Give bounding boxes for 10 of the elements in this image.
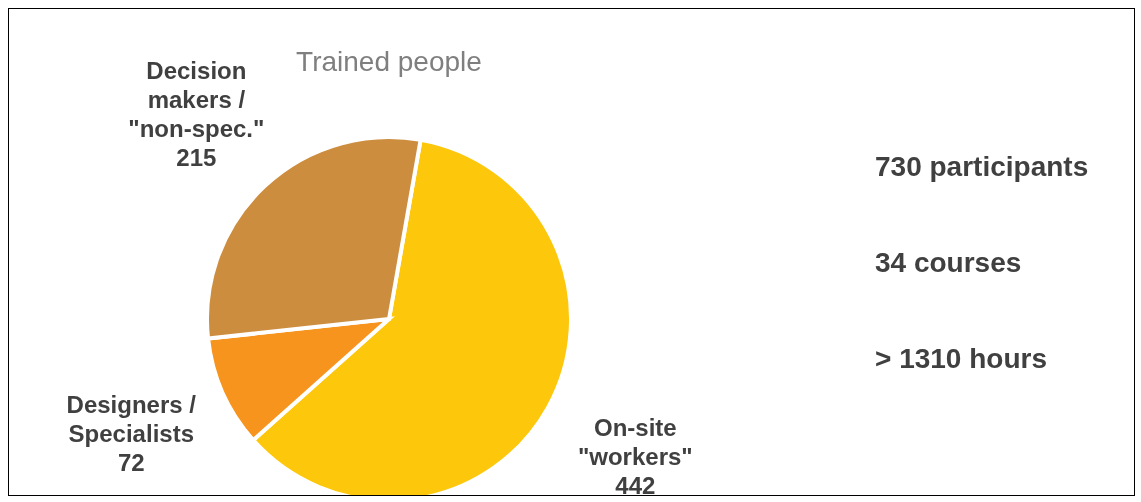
text: > 1310 hours (875, 342, 1047, 374)
slice-label: On-site "workers" (577, 413, 693, 470)
chart-title: Trained people (296, 45, 482, 77)
data-label: 442 (615, 471, 656, 499)
data-label: 215 (176, 143, 217, 171)
data-label: 72 (117, 448, 145, 476)
text: 730 participants (875, 150, 1089, 182)
slice-label: Designers / Specialists (66, 390, 197, 447)
text: 34 courses (875, 246, 1022, 278)
slice-label: Decision makers / "non-spec." (128, 56, 265, 142)
